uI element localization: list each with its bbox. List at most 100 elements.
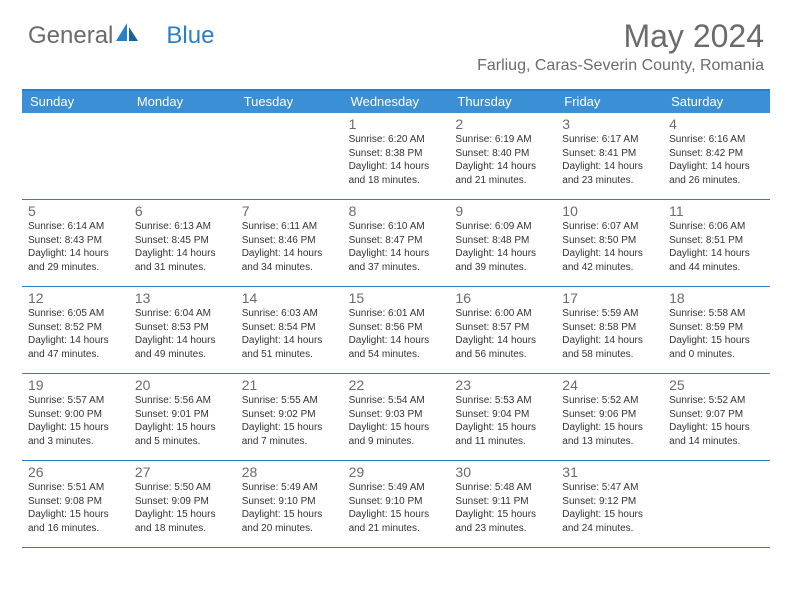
sunrise-line: Sunrise: 5:56 AM [135,394,230,408]
day-number: 5 [28,203,123,219]
day-cell: 7Sunrise: 6:11 AMSunset: 8:46 PMDaylight… [236,200,343,286]
daylight-line-1: Daylight: 14 hours [28,247,123,261]
daylight-line-1: Daylight: 14 hours [562,160,657,174]
sunrise-line: Sunrise: 5:57 AM [28,394,123,408]
sunrise-line: Sunrise: 5:53 AM [455,394,550,408]
day-number: 24 [562,377,657,393]
daylight-line-1: Daylight: 14 hours [28,334,123,348]
day-number: 10 [562,203,657,219]
sunrise-line: Sunrise: 5:59 AM [562,307,657,321]
daylight-line-2: and 20 minutes. [242,522,337,536]
day-cell: 31Sunrise: 5:47 AMSunset: 9:12 PMDayligh… [556,461,663,547]
sunset-line: Sunset: 9:04 PM [455,408,550,422]
sunrise-line: Sunrise: 5:47 AM [562,481,657,495]
sunset-line: Sunset: 8:43 PM [28,234,123,248]
sunset-line: Sunset: 8:38 PM [349,147,444,161]
daylight-line-2: and 47 minutes. [28,348,123,362]
brand-logo: General Blue [28,22,214,50]
day-cell: 1Sunrise: 6:20 AMSunset: 8:38 PMDaylight… [343,113,450,199]
sunset-line: Sunset: 8:45 PM [135,234,230,248]
brand-text-2: Blue [166,22,214,50]
sunset-line: Sunset: 9:10 PM [242,495,337,509]
sunrise-line: Sunrise: 6:01 AM [349,307,444,321]
day-cell: 18Sunrise: 5:58 AMSunset: 8:59 PMDayligh… [663,287,770,373]
day-cell: 8Sunrise: 6:10 AMSunset: 8:47 PMDaylight… [343,200,450,286]
sunrise-line: Sunrise: 6:20 AM [349,133,444,147]
day-cell [663,461,770,547]
weekday-header: Thursday [449,91,556,113]
day-cell: 20Sunrise: 5:56 AMSunset: 9:01 PMDayligh… [129,374,236,460]
day-number: 1 [349,116,444,132]
sail-icon [116,22,138,50]
sunrise-line: Sunrise: 5:52 AM [669,394,764,408]
daylight-line-1: Daylight: 15 hours [669,334,764,348]
day-number: 22 [349,377,444,393]
sunrise-line: Sunrise: 6:05 AM [28,307,123,321]
week-row: 26Sunrise: 5:51 AMSunset: 9:08 PMDayligh… [22,461,770,548]
day-number: 29 [349,464,444,480]
day-number: 11 [669,203,764,219]
daylight-line-2: and 51 minutes. [242,348,337,362]
daylight-line-1: Daylight: 14 hours [669,247,764,261]
daylight-line-1: Daylight: 15 hours [242,421,337,435]
day-cell: 25Sunrise: 5:52 AMSunset: 9:07 PMDayligh… [663,374,770,460]
day-number: 8 [349,203,444,219]
sunset-line: Sunset: 9:03 PM [349,408,444,422]
week-row: 19Sunrise: 5:57 AMSunset: 9:00 PMDayligh… [22,374,770,461]
page-header: General Blue May 2024 Farliug, Caras-Sev… [0,0,792,81]
sunset-line: Sunset: 8:59 PM [669,321,764,335]
daylight-line-2: and 56 minutes. [455,348,550,362]
day-cell: 19Sunrise: 5:57 AMSunset: 9:00 PMDayligh… [22,374,129,460]
daylight-line-1: Daylight: 15 hours [562,508,657,522]
daylight-line-1: Daylight: 15 hours [455,508,550,522]
sunset-line: Sunset: 8:46 PM [242,234,337,248]
day-cell: 24Sunrise: 5:52 AMSunset: 9:06 PMDayligh… [556,374,663,460]
day-cell: 12Sunrise: 6:05 AMSunset: 8:52 PMDayligh… [22,287,129,373]
daylight-line-1: Daylight: 14 hours [349,334,444,348]
daylight-line-1: Daylight: 15 hours [242,508,337,522]
sunset-line: Sunset: 9:06 PM [562,408,657,422]
day-number: 9 [455,203,550,219]
weeks-container: 1Sunrise: 6:20 AMSunset: 8:38 PM Daylight… [22,113,770,548]
day-number: 23 [455,377,550,393]
day-number: 21 [242,377,337,393]
daylight-line-1: Daylight: 15 hours [455,421,550,435]
brand-text-1: General [28,22,113,50]
daylight-line-2: and 49 minutes. [135,348,230,362]
sunrise-line: Sunrise: 6:19 AM [455,133,550,147]
day-number: 26 [28,464,123,480]
daylight-line-2: and 3 minutes. [28,435,123,449]
sunset-line: Sunset: 9:09 PM [135,495,230,509]
daylight-line-1: Daylight: 15 hours [349,508,444,522]
week-row: 5Sunrise: 6:14 AMSunset: 8:43 PMDaylight… [22,200,770,287]
daylight-line-1: Daylight: 14 hours [455,334,550,348]
weekday-header: Sunday [22,91,129,113]
day-number: 27 [135,464,230,480]
daylight-line-2: and 58 minutes. [562,348,657,362]
weekday-header: Monday [129,91,236,113]
title-block: May 2024 Farliug, Caras-Severin County, … [477,18,764,75]
day-number: 12 [28,290,123,306]
sunrise-line: Sunrise: 6:16 AM [669,133,764,147]
sunset-line: Sunset: 8:57 PM [455,321,550,335]
sunrise-line: Sunrise: 6:13 AM [135,220,230,234]
daylight-line-2: and 31 minutes. [135,261,230,275]
day-number: 30 [455,464,550,480]
daylight-line-1: Daylight: 14 hours [242,247,337,261]
daylight-line-1: Daylight: 14 hours [242,334,337,348]
sunrise-line: Sunrise: 6:14 AM [28,220,123,234]
sunrise-line: Sunrise: 6:07 AM [562,220,657,234]
daylight-line-2: and 18 minutes. [349,174,444,188]
daylight-line-1: Daylight: 14 hours [135,247,230,261]
sunset-line: Sunset: 9:01 PM [135,408,230,422]
sunrise-line: Sunrise: 5:50 AM [135,481,230,495]
day-cell: 15Sunrise: 6:01 AMSunset: 8:56 PMDayligh… [343,287,450,373]
daylight-line-2: and 0 minutes. [669,348,764,362]
daylight-line-2: and 5 minutes. [135,435,230,449]
day-number: 6 [135,203,230,219]
sunset-line: Sunset: 8:56 PM [349,321,444,335]
sunrise-line: Sunrise: 6:11 AM [242,220,337,234]
day-cell: 16Sunrise: 6:00 AMSunset: 8:57 PMDayligh… [449,287,556,373]
day-cell: 29Sunrise: 5:49 AMSunset: 9:10 PMDayligh… [343,461,450,547]
daylight-line-1: Daylight: 15 hours [135,421,230,435]
